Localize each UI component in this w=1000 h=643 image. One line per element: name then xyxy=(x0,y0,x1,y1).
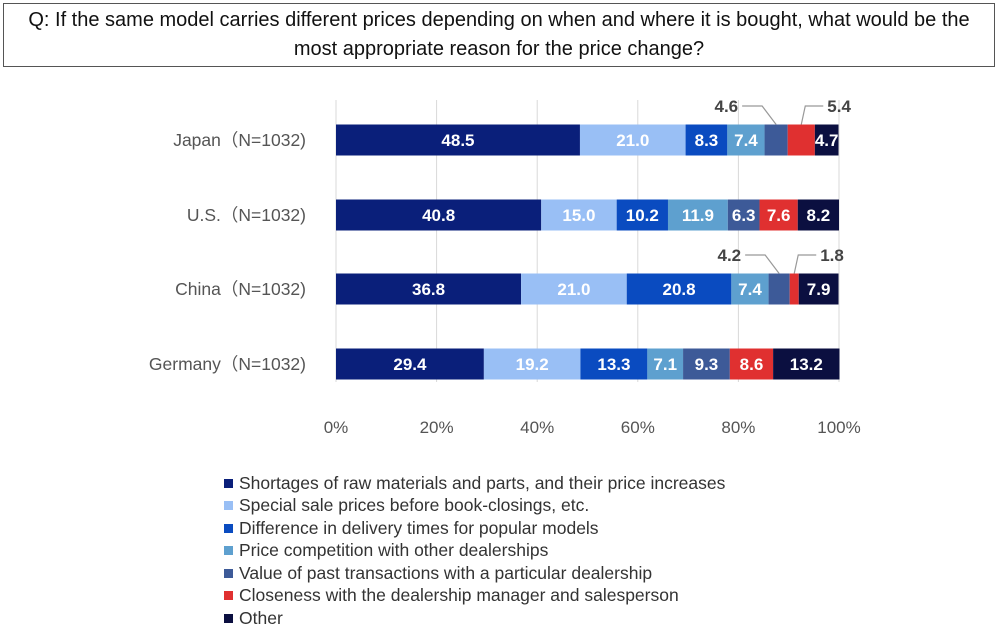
data-label: 9.3 xyxy=(695,355,719,374)
bar-segment xyxy=(336,348,484,380)
legend-swatch xyxy=(224,523,233,533)
data-label: 21.0 xyxy=(557,280,590,299)
callout-label: 4.2 xyxy=(718,246,742,265)
category-label: U.S.（N=1032) xyxy=(187,205,306,225)
data-label: 19.2 xyxy=(516,355,549,374)
bar-segment xyxy=(814,124,839,156)
legend-label: Difference in delivery times for popular… xyxy=(239,517,599,538)
bar-segment xyxy=(541,199,617,231)
category-label: China（N=1032) xyxy=(175,279,306,299)
data-label: 8.2 xyxy=(807,206,831,225)
bar-segment xyxy=(579,124,686,156)
data-label: 7.6 xyxy=(767,206,791,225)
bar-segment xyxy=(685,124,728,156)
data-label: 40.8 xyxy=(422,206,455,225)
data-label: 7.4 xyxy=(734,131,758,150)
legend-label: Other xyxy=(239,607,283,628)
data-label: 48.5 xyxy=(441,131,474,150)
data-label: 6.3 xyxy=(732,206,756,225)
bar-segment xyxy=(729,348,774,380)
question-text: Q: If the same model carries different p… xyxy=(28,9,970,60)
data-label: 13.2 xyxy=(790,355,823,374)
legend-swatch xyxy=(224,501,233,511)
x-tick-label: 60% xyxy=(621,418,655,437)
chart-legend: Shortages of raw materials and parts, an… xyxy=(224,472,725,630)
x-tick-label: 40% xyxy=(520,418,554,437)
bar-segment xyxy=(759,199,798,231)
x-tick-label: 100% xyxy=(817,418,860,437)
bar-segment xyxy=(768,273,790,305)
legend-item: Closeness with the dealership manager an… xyxy=(224,585,725,608)
bar-segment xyxy=(336,273,522,305)
bar-segment xyxy=(683,348,730,380)
x-tick-label: 80% xyxy=(721,418,755,437)
data-label: 11.9 xyxy=(682,206,714,225)
legend-item: Other xyxy=(224,607,725,630)
data-label: 29.4 xyxy=(393,355,427,374)
bar-segment xyxy=(773,348,840,380)
x-tick-label: 0% xyxy=(324,418,349,437)
category-label: Germany（N=1032) xyxy=(149,354,306,374)
callout-label: 4.6 xyxy=(714,97,738,116)
bar-segment xyxy=(667,199,728,231)
data-label: 20.8 xyxy=(662,280,695,299)
legend-item: Special sale prices before book-closings… xyxy=(224,495,725,518)
bar-segment xyxy=(626,273,732,305)
data-label: 13.3 xyxy=(597,355,630,374)
stacked-bar-chart: 0% 20% 40% 60% 80% 100% Japan（N=1032) 48.5 21.0 8… xyxy=(149,97,861,437)
bar-segment xyxy=(521,273,627,305)
bar-segment xyxy=(336,124,580,156)
bar-segment xyxy=(483,348,581,380)
callout-leader xyxy=(745,254,780,274)
legend-swatch xyxy=(224,591,233,601)
bar-segment xyxy=(797,199,839,231)
legend-label: Price competition with other dealerships xyxy=(239,540,549,561)
legend-item: Price competition with other dealerships xyxy=(224,540,725,563)
callout-leader xyxy=(800,105,824,125)
legend-swatch xyxy=(224,613,233,623)
bar-segment xyxy=(789,273,799,305)
data-label: 7.9 xyxy=(807,280,831,299)
legend-item: Shortages of raw materials and parts, an… xyxy=(224,472,725,495)
legend-item: Value of past transactions with a partic… xyxy=(224,562,725,585)
bar-segment xyxy=(731,273,769,305)
data-label: 10.2 xyxy=(626,206,659,225)
callout-leader xyxy=(742,105,777,125)
data-label: 36.8 xyxy=(412,280,445,299)
legend-label: Value of past transactions with a partic… xyxy=(239,562,653,583)
legend-item: Difference in delivery times for popular… xyxy=(224,517,725,540)
bar-segment xyxy=(616,199,668,231)
x-tick-label: 20% xyxy=(420,418,454,437)
bar-segment xyxy=(764,124,788,156)
bar-segment xyxy=(727,199,760,231)
bar-segment xyxy=(647,348,684,380)
bar-segment xyxy=(787,124,815,156)
bar-segment xyxy=(580,348,648,380)
callout-label: 5.4 xyxy=(827,97,851,116)
callout-label: 1.8 xyxy=(820,246,844,265)
legend-label: Special sale prices before book-closings… xyxy=(239,495,590,516)
data-label: 7.1 xyxy=(653,355,677,374)
category-label: Japan（N=1032) xyxy=(173,130,306,150)
legend-swatch xyxy=(224,568,233,578)
data-label: 8.3 xyxy=(695,131,719,150)
data-label: 21.0 xyxy=(616,131,649,150)
legend-label: Closeness with the dealership manager an… xyxy=(239,585,679,606)
question-box: Q: If the same model carries different p… xyxy=(3,3,995,67)
legend-label: Shortages of raw materials and parts, an… xyxy=(239,472,726,493)
bar-segment xyxy=(336,199,542,231)
legend-swatch xyxy=(224,478,233,488)
data-label: 8.6 xyxy=(740,355,764,374)
bar-segment xyxy=(727,124,765,156)
bar-segment xyxy=(798,273,839,305)
data-label: 4.7 xyxy=(815,131,839,150)
data-label: 7.4 xyxy=(738,280,762,299)
data-label: 15.0 xyxy=(562,206,595,225)
legend-swatch xyxy=(224,546,233,556)
callout-leader xyxy=(793,254,817,274)
